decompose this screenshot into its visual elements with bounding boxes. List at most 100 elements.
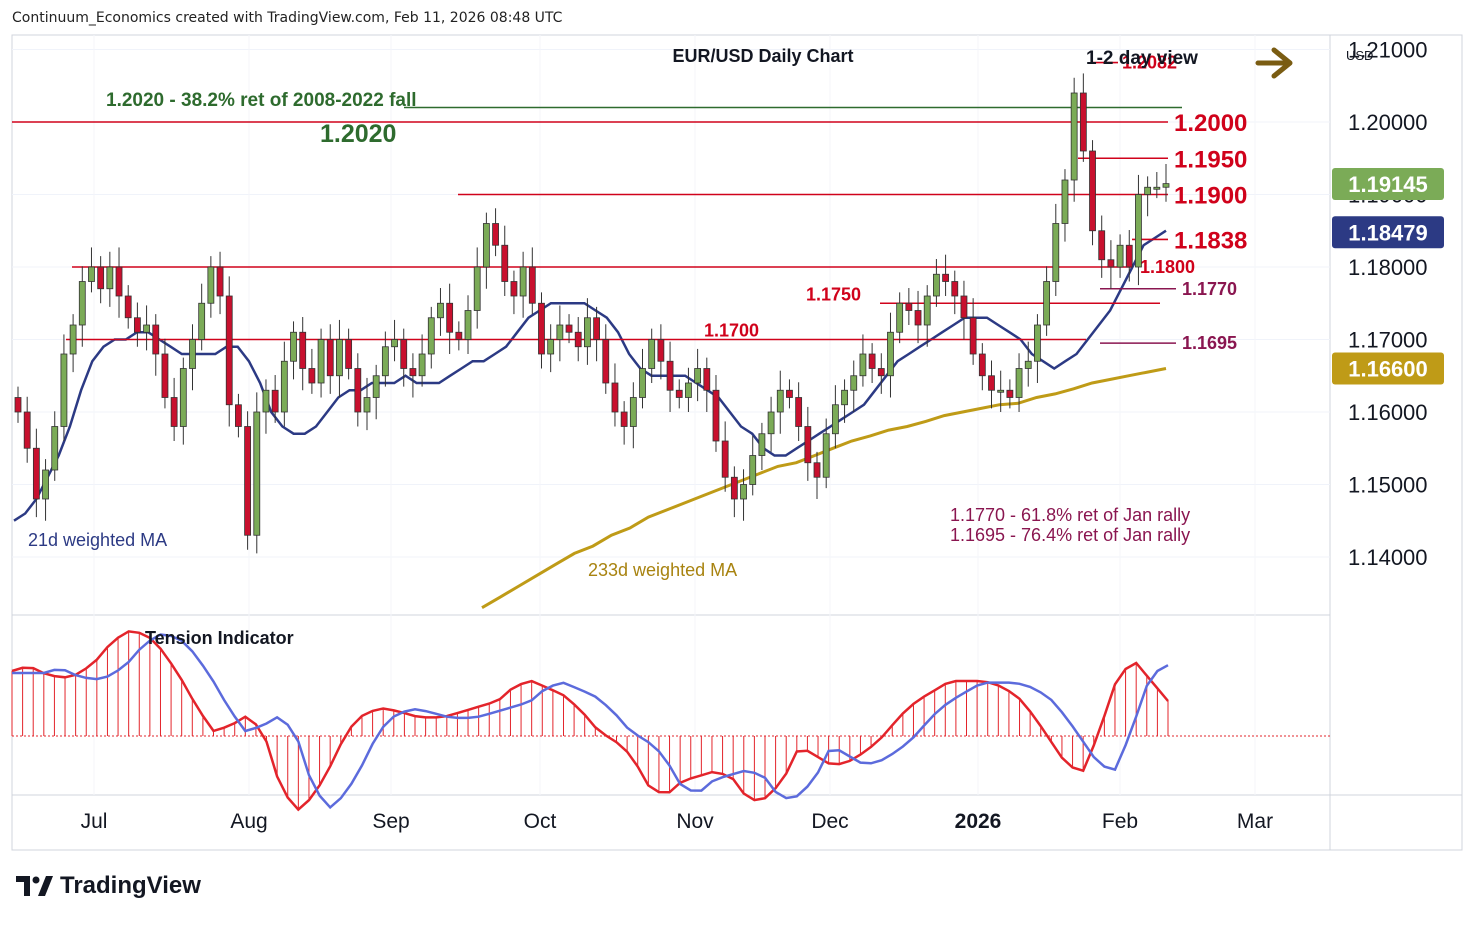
candle-up: [42, 469, 49, 500]
candle-up: [280, 360, 288, 413]
candle-down: [1006, 389, 1014, 398]
candle-down: [400, 339, 408, 369]
candle-down: [969, 317, 977, 355]
currency-label: USD: [1346, 48, 1373, 63]
candle-up: [1070, 92, 1078, 181]
candle-up: [685, 382, 692, 398]
candle-down: [170, 397, 178, 427]
candle-up: [1043, 281, 1051, 326]
candle-up: [336, 339, 343, 377]
candle-up: [1135, 194, 1142, 268]
candle-up: [143, 324, 150, 333]
grid: [12, 35, 1330, 795]
candle-up: [391, 339, 398, 348]
candle-up: [51, 426, 59, 471]
candle-down: [602, 339, 610, 384]
chart-frame: [11, 34, 1463, 851]
candle-down: [914, 310, 922, 326]
candle-up: [1052, 223, 1060, 282]
candle-up: [740, 484, 747, 500]
candle-up: [1153, 186, 1161, 190]
y-tick-label: 1.14000: [1348, 545, 1428, 570]
candle-down: [97, 266, 105, 290]
candle-up: [179, 368, 187, 427]
ma233-layer: [481, 367, 1167, 609]
candle-down: [133, 317, 141, 333]
candle-down: [308, 368, 316, 384]
candle-up: [198, 302, 206, 340]
candle-up: [933, 273, 940, 297]
fib-note-1770: 1.1770 - 61.8% ret of Jan rally: [950, 505, 1190, 525]
y-tick-label: 1.16000: [1348, 400, 1428, 425]
fib-note-1695: 1.1695 - 76.4% ret of Jan rally: [950, 525, 1190, 545]
tradingview-logo[interactable]: TradingView: [16, 872, 201, 900]
candle-up: [253, 411, 261, 536]
candle-up: [831, 404, 839, 435]
candle-up: [749, 455, 757, 485]
candle-up: [923, 295, 931, 326]
candle-down: [115, 266, 123, 297]
candle-up: [1015, 368, 1023, 398]
candle-down: [345, 339, 353, 369]
candles-layer: [14, 73, 1170, 554]
candle-down: [611, 382, 619, 413]
candle-down: [988, 375, 995, 391]
candle-down: [804, 426, 812, 464]
candle-up: [1034, 324, 1041, 362]
level-label: 1.1700: [704, 321, 759, 341]
price-badge-label: 1.19145: [1348, 172, 1428, 197]
candle-up: [1162, 183, 1170, 188]
candle-down: [1098, 230, 1106, 261]
level-label: 1.1695: [1182, 333, 1237, 353]
candle-up: [106, 266, 114, 290]
candle-down: [152, 324, 160, 355]
candle-up: [1061, 179, 1069, 224]
candle-down: [501, 244, 509, 282]
candle-up: [88, 266, 95, 282]
candle-up: [207, 266, 215, 304]
candle-up: [1024, 360, 1032, 369]
candle-down: [492, 223, 499, 246]
candle-down: [795, 397, 803, 427]
candle-up: [887, 331, 894, 377]
y-tick-label: 1.18000: [1348, 255, 1428, 280]
candle-up: [262, 389, 270, 413]
y-tick-label: 1.15000: [1348, 473, 1428, 498]
candle-down: [244, 426, 252, 536]
candle-up: [584, 317, 591, 348]
candle-down: [326, 339, 334, 377]
candle-down: [446, 302, 454, 333]
x-tick-label: Dec: [811, 810, 848, 833]
y-tick-label: 1.21000: [1348, 38, 1428, 63]
candle-up: [363, 397, 371, 413]
candle-up: [69, 324, 77, 355]
x-tick-label: Oct: [524, 810, 557, 833]
fib-note-label: 1.2020 - 38.2% ret of 2008-2022 fall: [106, 90, 417, 111]
candle-down: [1089, 150, 1096, 232]
candle-up: [547, 339, 555, 355]
candle-down: [703, 368, 711, 391]
y-axis: 1.210001.200001.190001.180001.170001.160…: [1332, 38, 1444, 570]
candle-up: [694, 368, 702, 384]
fib-level-label: 1.2020: [320, 120, 396, 148]
candle-down: [877, 368, 885, 377]
candle-down: [510, 281, 518, 297]
candle-down: [593, 317, 600, 340]
candle-down: [409, 368, 417, 377]
candle-down: [675, 389, 683, 398]
candle-down: [905, 302, 913, 311]
x-tick-label: Nov: [676, 810, 714, 833]
candle-up: [519, 266, 527, 297]
candle-up: [859, 353, 867, 377]
candle-up: [381, 346, 389, 377]
ma233-label: 233d weighted MA: [588, 560, 737, 580]
x-tick-label: Feb: [1102, 810, 1138, 833]
candle-down: [813, 462, 821, 478]
candle-up: [758, 433, 766, 456]
candle-up: [997, 389, 1005, 393]
price-badge: [1332, 216, 1444, 249]
candle-down: [354, 368, 362, 413]
level-label: 1.2000: [1174, 110, 1247, 137]
candle-up: [767, 411, 775, 435]
